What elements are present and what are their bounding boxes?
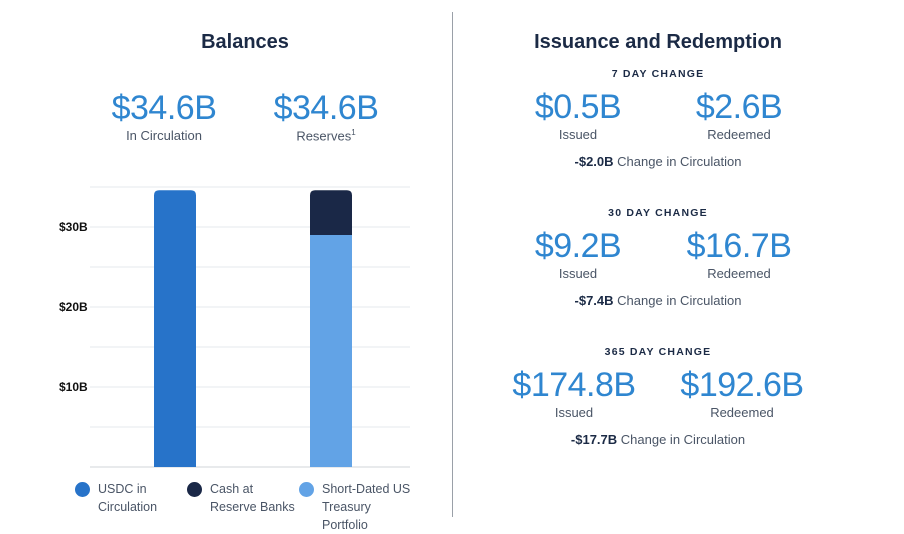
period-365-day-issued: $174.8B [512,366,636,404]
period-30-day-issued: $9.2B [534,227,622,265]
period-7-day-issued-label: Issued [558,127,598,142]
reserves-value: $34.6B [273,89,379,127]
balances-title: Balances [201,31,289,53]
circulation-label: In Circulation [126,128,202,143]
legend-label-treasury-line1: Short-Dated US [322,482,411,496]
legend-label-circulation-line2: Circulation [98,500,158,514]
period-7-day-change: -$2.0B Change in Circulation [508,154,808,169]
period-365-day-redeemed: $192.6B [680,366,804,404]
legend-swatch-cash [187,482,202,497]
y-tick-label: $20B [59,300,88,314]
legend-label-cash-line2: Reserve Banks [210,500,295,514]
bar-1-cash-at-reserve-banks[interactable] [310,190,352,235]
legend-label-treasury: Short-Dated US Treasury Portfolio [322,480,420,534]
period-7-day-change-label: Change in Circulation [617,154,742,169]
legend-label-cash: Cash at Reserve Banks [210,480,295,516]
period-7-day-issued: $0.5B [534,88,622,126]
period-365-day-change: -$17.7B Change in Circulation [508,432,808,447]
period-30-day-change: -$7.4B Change in Circulation [508,293,808,308]
y-tick-label: $10B [59,380,88,394]
bar-1-short-dated-us-treasury-portfolio[interactable] [310,235,352,467]
chart-legend: USDC in Circulation Cash at Reserve Bank… [75,480,420,532]
legend-label-circulation: USDC in Circulation [98,480,157,516]
period-365-day-redeemed-label: Redeemed [710,405,774,420]
legend-label-circulation-line1: USDC in [98,482,147,496]
reserves-label-text: Reserves [296,128,352,144]
period-30-day-change-value: -$7.4B [574,293,614,308]
period-30-day-change-label: Change in Circulation [617,293,742,308]
period-7-day-change-value: -$2.0B [574,154,614,169]
period-30-day-redeemed-label: Redeemed [707,266,771,281]
period-7-day-label: 7 DAY CHANGE [611,68,705,80]
reserves-label: Reserves1 [251,128,401,143]
period-365-day-issued-label: Issued [554,405,594,420]
y-tick-label: $30B [59,220,88,234]
circulation-value: $34.6B [111,89,217,127]
panel-divider [452,12,453,517]
bar-0-usdc-in-circulation[interactable] [154,190,196,467]
reserves-footnote[interactable]: 1 [351,128,356,137]
period-365-day-change-value: -$17.7B [570,432,618,447]
legend-label-cash-line1: Cash at [210,482,254,496]
period-7-day-redeemed: $2.6B [695,88,783,126]
issuance-title: Issuance and Redemption [534,31,782,53]
period-365-day-label: 365 DAY CHANGE [604,346,712,358]
period-30-day-redeemed: $16.7B [686,227,792,265]
period-365-day-change-label: Change in Circulation [620,432,746,447]
period-7-day-redeemed-label: Redeemed [707,127,771,142]
legend-swatch-treasury [299,482,314,497]
period-30-day-label: 30 DAY CHANGE [608,207,708,219]
balances-chart: $10B $20B $30B [59,186,410,468]
legend-swatch-circulation [75,482,90,497]
period-30-day-issued-label: Issued [558,266,598,281]
